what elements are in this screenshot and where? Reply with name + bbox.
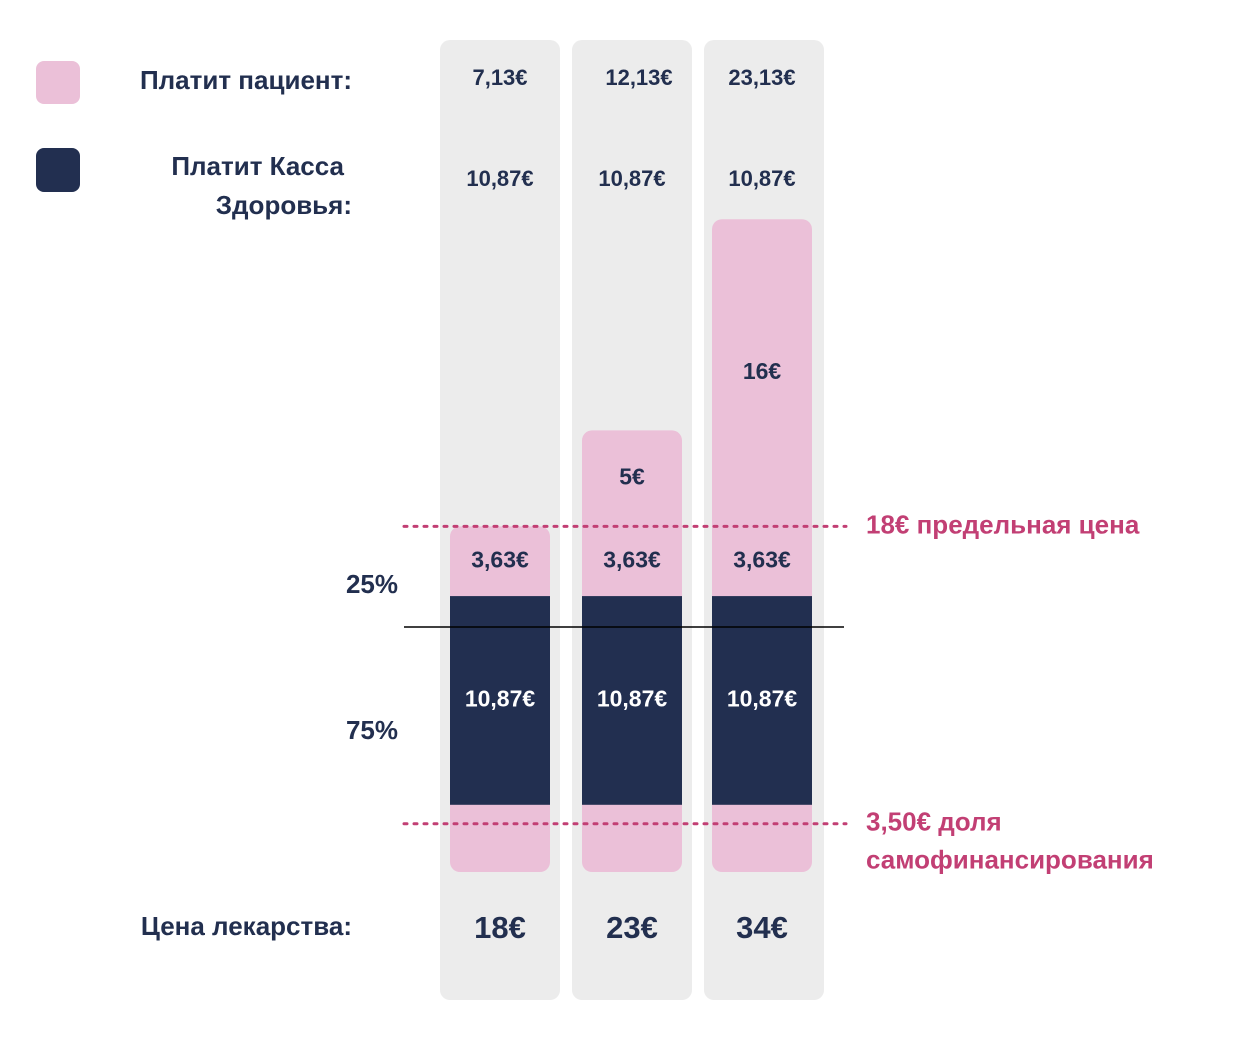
fund-value-label-2: 10,87€ [597, 686, 668, 712]
fund-bar-1 [450, 596, 550, 805]
legend-patient-value-1: 7,13€ [472, 65, 527, 90]
legend-fund-value-2: 10,87€ [598, 166, 665, 191]
price-label-2: 23€ [606, 910, 658, 945]
legend-swatch-fund [36, 148, 80, 192]
fund-value-label-1: 10,87€ [465, 686, 536, 712]
fund-bar-2 [582, 596, 682, 805]
pct-75-label: 75% [346, 715, 398, 745]
legend: Платит пациент: Платит Касса Здоровья: 7,13… [36, 61, 796, 220]
price-label-3: 34€ [736, 910, 788, 945]
labels: 10,87€ 3,63€ 18€ 10,87€ 3,63€ 5€ 23€ 10,87€ 3,63… [141, 358, 797, 945]
legend-fund-value-1: 10,87€ [466, 166, 533, 191]
patient-over-limit-label-2: 5€ [619, 463, 645, 489]
legend-patient-value-2: 12,13€ [605, 65, 672, 90]
price-label-1: 18€ [474, 910, 526, 945]
legend-label-fund-line2: Здоровья: [216, 190, 352, 220]
patient-over-limit-label-3: 16€ [743, 358, 782, 384]
legend-patient-value-3: 23,13€ [728, 65, 795, 90]
pct-25-label: 25% [346, 569, 398, 599]
price-row-label: Цена лекарства: [141, 911, 352, 941]
own-share-label-line2: самофинансирования [866, 845, 1154, 875]
reference-lines: 18€ предельная цена 3,50€ доля самофинанси… [402, 509, 1154, 875]
legend-fund-value-3: 10,87€ [728, 166, 795, 191]
patient-25-label-1: 3,63€ [471, 546, 529, 572]
fund-bar-3 [712, 596, 812, 805]
legend-label-patient: Платит пациент: [140, 65, 352, 95]
bars [450, 219, 812, 872]
patient-25-label-2: 3,63€ [603, 546, 661, 572]
patient-25-label-3: 3,63€ [733, 546, 791, 572]
fund-value-label-3: 10,87€ [727, 686, 798, 712]
legend-label-fund-line1: Платит Касса [171, 151, 344, 181]
legend-swatch-patient [36, 61, 80, 104]
own-share-label-line1: 3,50€ доля [866, 807, 1002, 837]
price-limit-label: 18€ предельная цена [866, 509, 1140, 539]
